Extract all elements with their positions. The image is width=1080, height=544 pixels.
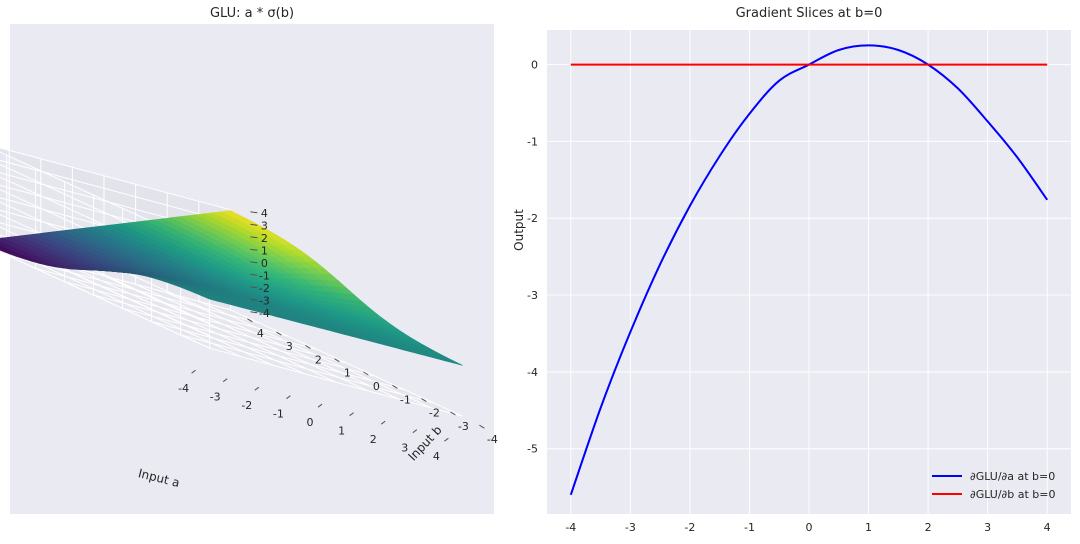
x-tick-label: -3 [210,391,221,404]
z-tick-mark [250,223,258,226]
z-tick-label: 3 [261,219,268,232]
surface-patch [445,358,463,366]
gradient-plot-x-ticks: -4 -3 -2 -1 0 1 2 3 4 [565,521,1050,534]
z-tick-label: -1 [259,269,270,282]
x-tick-label: 4 [1044,521,1051,534]
x-tick-label: 1 [865,521,872,534]
y-tick-label: 3 [286,340,293,353]
x-tick-label: -2 [684,521,695,534]
pane-gridline [230,309,463,417]
pane-gridline [35,267,289,337]
y-tick-label: -4 [487,433,498,446]
x-tick-label: 0 [307,416,314,429]
surface-mesh [0,210,463,366]
x-tick-label: 2 [925,521,932,534]
y-tick-label: 4 [257,327,264,340]
y-tick-label: -1 [400,393,411,406]
y-tick-label: 2 [315,353,322,366]
y-tick-label: -5 [527,443,538,456]
z-tick-mark [250,248,258,251]
x-tick-label: -4 [178,382,189,395]
y-tick-label: 0 [531,59,538,72]
gradient-plot-legend: ∂GLU/∂a at b=0 ∂GLU/∂b at b=0 [932,470,1055,501]
y-tick-mark [421,398,427,403]
y-tick-mark [276,331,282,336]
pane-gridline [0,159,231,223]
gradient-plot-grid [547,30,1071,514]
y-tick-label: -3 [458,420,469,433]
x-tick-label: -2 [241,399,252,412]
pane-gridline [0,147,231,211]
x-tick-mark [286,395,291,400]
x-tick-label: 3 [401,442,408,455]
x-tick-mark [412,429,418,434]
x-tick-label: 1 [338,425,345,438]
y-tick-mark [392,384,398,389]
x-tick-label: -1 [273,408,284,421]
x-tick-label: 2 [370,433,377,446]
y-tick-mark [247,318,253,323]
x-tick-mark [254,386,260,391]
y-tick-label: -2 [429,407,440,420]
pane-gridline [135,283,368,392]
pane-gridline [93,294,347,364]
y-tick-label: -1 [527,135,538,148]
y-tick-label: 0 [373,380,380,393]
legend-label-dgdb: ∂GLU/∂b at b=0 [970,488,1055,501]
pane-gridline [198,300,432,409]
x-tick-label: 4 [433,450,440,463]
y-tick-mark [305,344,311,349]
gradient-plot-ylabel: Output [512,209,526,251]
z-tick-mark [250,261,258,264]
z-tick-mark [250,211,258,214]
z-tick-label: 2 [261,232,268,245]
x-tick-mark [349,412,354,417]
surface-plot-title: GLU: a * σ(b) [210,6,294,21]
z-tick-label: -2 [259,282,270,295]
series-line-0 [569,44,1049,496]
y-tick-label: 1 [344,367,351,380]
legend-label-dgda: ∂GLU/∂a at b=0 [970,470,1055,483]
x-tick-mark [380,420,386,425]
x-tick-mark [444,437,449,442]
z-tick-mark [250,273,258,276]
pane-gridline [166,292,400,400]
gradient-plot-y-ticks: 0 -1 -2 -3 -4 -5 [527,59,538,456]
y-tick-label: -2 [527,212,538,225]
pane-gridline [6,254,260,324]
z-tick-label: 0 [261,257,268,270]
z-tick-label: -4 [259,307,270,320]
x-tick-label: -4 [565,521,576,534]
y-tick-mark [334,358,340,363]
x-tick-label: -3 [625,521,636,534]
x-tick-mark [222,378,228,383]
y-tick-mark [479,424,485,429]
z-tick-mark [250,298,258,301]
x-tick-label: -1 [744,521,755,534]
x-tick-mark [317,403,323,408]
y-tick-label: -4 [527,366,538,379]
gradient-plot-lines [569,44,1049,496]
y-tick-label: -3 [527,289,538,302]
y-tick-mark [363,371,369,376]
x-tick-label: 3 [984,521,991,534]
y-tick-mark [450,411,456,416]
gradient-plot-title: Gradient Slices at b=0 [736,6,883,21]
z-tick-label: 4 [261,207,268,220]
x-tick-mark [191,369,196,374]
surface-plot-panel: GLU: a * σ(b) -4-3-2-101234-4-3-2-101234… [0,6,498,514]
x-tick-label: 0 [806,521,813,534]
z-tick-mark [250,286,258,289]
z-tick-mark [250,236,258,239]
z-tick-label: -3 [259,294,270,307]
z-tick-mark [250,311,258,314]
z-tick-label: 1 [261,244,268,257]
pane-gridline [64,281,318,351]
gradient-plot-panel: Gradient Slices at b=0 -4 -3 -2 -1 0 1 2 3 4 0 -1… [512,6,1071,534]
